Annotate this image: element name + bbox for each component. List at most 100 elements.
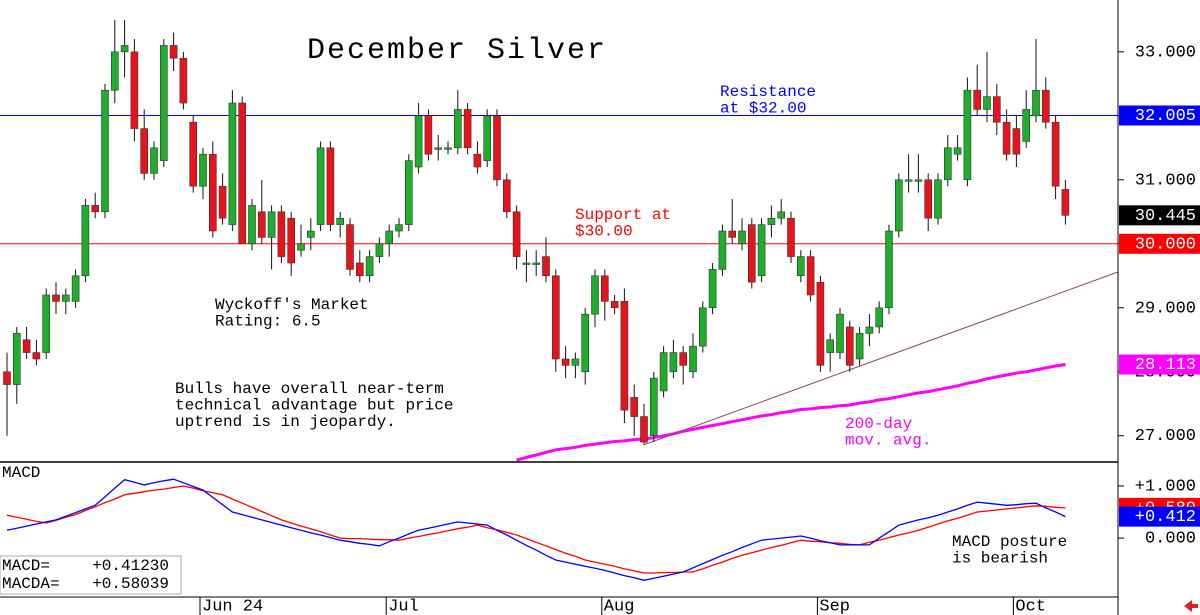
value-box-label: 30.000 (1135, 235, 1196, 254)
value-box (1119, 205, 1200, 226)
value-box-label: 30.445 (1135, 207, 1196, 226)
candle-body (257, 211, 266, 238)
candle-body (1022, 109, 1031, 142)
annotation: 200-day (845, 415, 913, 433)
candle-body (1051, 121, 1060, 187)
candle-body (13, 333, 21, 385)
candle-body (228, 102, 237, 225)
candle-body (1012, 128, 1021, 155)
value-box-label: +0.412 (1135, 508, 1196, 527)
candle-body (336, 217, 345, 225)
y-tick-label: 27.000 (1135, 427, 1196, 446)
candle-body (355, 262, 364, 277)
candle-body (992, 96, 1001, 123)
candle-body (71, 275, 80, 302)
value-box (1119, 233, 1200, 254)
value-box (1119, 506, 1200, 527)
candle-body (581, 313, 590, 373)
candle-body (502, 179, 511, 213)
candle-body (346, 224, 354, 270)
candle-body (963, 89, 972, 181)
candle-body (953, 147, 962, 155)
candle-body (3, 371, 11, 385)
readout-label: MACD= (2, 557, 50, 575)
candle-body (904, 179, 913, 182)
y-tick-label: 31.000 (1135, 171, 1196, 190)
candle-body (679, 352, 688, 366)
candle-body (865, 326, 874, 334)
readout-label: MACDA= (2, 575, 60, 593)
annotation: MACD posture (952, 533, 1067, 551)
y-tick-label: 29.000 (1135, 299, 1196, 318)
candle-body (757, 224, 766, 277)
candle-body (218, 185, 227, 219)
candle-body (610, 301, 619, 309)
candle-body (787, 217, 795, 257)
candle-body (914, 179, 923, 182)
candle-body (659, 352, 668, 392)
back-arrow-icon[interactable] (1184, 600, 1198, 612)
candle-body (385, 230, 394, 245)
candle-body (444, 147, 452, 150)
annotation: mov. avg. (845, 432, 931, 450)
x-tick-label: Jul (388, 597, 419, 615)
y-tick-label: 33.000 (1135, 43, 1196, 62)
candle-body (532, 262, 541, 265)
candle-body (640, 416, 648, 443)
candle-body (718, 230, 727, 270)
candle-body (738, 230, 746, 245)
candle-body (189, 121, 197, 187)
candle-body (434, 147, 443, 150)
y-tick-label: +1.000 (1135, 477, 1196, 496)
annotation: Wyckoff's Market (215, 296, 369, 314)
annotation: $30.00 (575, 223, 633, 241)
annotation: at $32.00 (720, 100, 806, 118)
candle-body (326, 147, 335, 225)
candle-body (698, 307, 707, 347)
candle-body (591, 275, 599, 315)
candle-body (91, 205, 99, 213)
readout-box (0, 555, 182, 595)
value-box-label: 28.113 (1135, 356, 1196, 375)
candle-body (199, 153, 207, 187)
price-panel (0, 19, 1118, 462)
value-box (1119, 105, 1200, 126)
candle-body (1002, 121, 1011, 155)
candle-body (934, 179, 942, 219)
readout-value: +0.58039 (92, 575, 169, 593)
candle-body (424, 115, 433, 155)
readout-value: +0.41230 (92, 557, 169, 575)
candle-body (414, 115, 423, 168)
macd-line (6, 485, 1066, 574)
annotation: Bulls have overall near-term (175, 380, 444, 398)
candle-body (375, 243, 384, 257)
candle-body (101, 89, 109, 213)
value-box-label: 32.005 (1135, 107, 1196, 126)
candle-body (81, 205, 90, 277)
candle-body (42, 294, 51, 353)
candle-body (365, 256, 374, 277)
annotation: Support at (575, 206, 671, 224)
annotation: uptrend is in jeopardy. (175, 413, 396, 431)
candle-body (561, 358, 570, 366)
candle-body (826, 339, 835, 353)
candle-body (483, 115, 492, 161)
candle-body (169, 45, 178, 59)
candle-body (1042, 89, 1050, 123)
candle-body (551, 275, 560, 360)
x-tick-label: Oct (1015, 597, 1046, 615)
candle-body (22, 339, 31, 353)
candle-body (875, 307, 884, 328)
macd-line (6, 478, 1066, 581)
candle-body (395, 224, 403, 232)
candle-body (209, 153, 217, 232)
candle-body (689, 345, 697, 373)
macd-title: MACD (2, 464, 40, 482)
candle-body (1061, 189, 1070, 216)
candle-body (924, 179, 933, 219)
candle-body (111, 51, 119, 91)
candle-body (542, 256, 550, 277)
overlay: 27.00028.00029.00030.00031.00032.00033.0… (0, 43, 1200, 615)
